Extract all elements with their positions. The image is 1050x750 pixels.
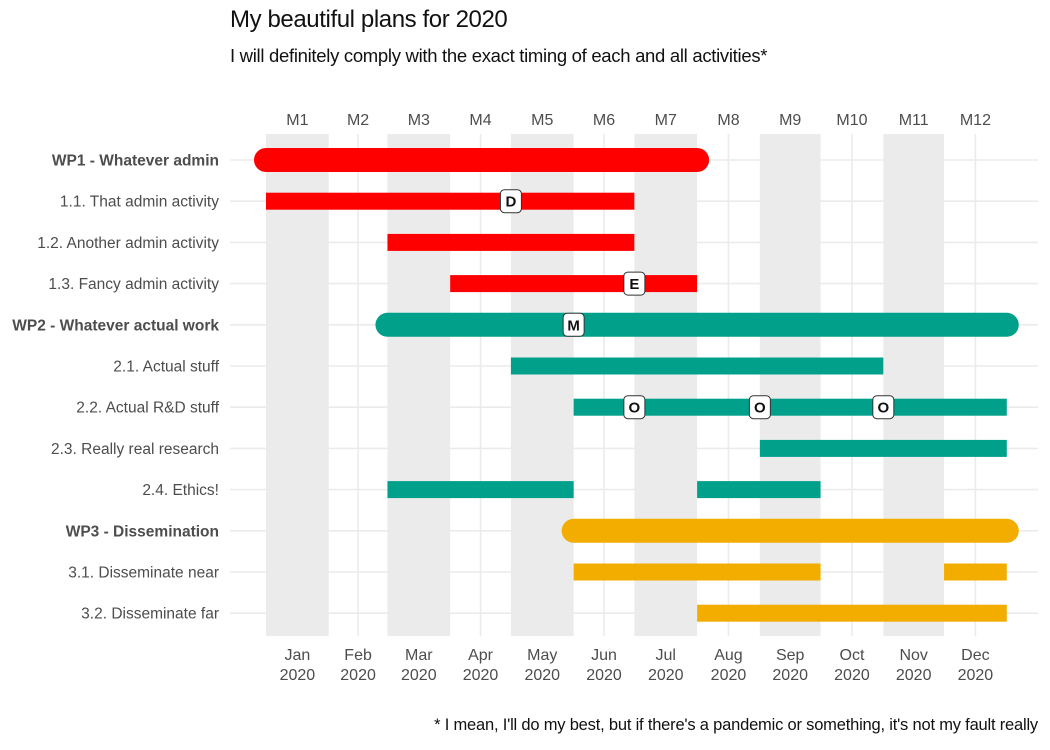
milestone-label: O xyxy=(754,400,766,417)
task-bars xyxy=(254,148,1019,622)
x-bottom-year-label: 2020 xyxy=(524,667,560,684)
milestone-marker: O xyxy=(623,395,646,420)
x-bottom-year-label: 2020 xyxy=(401,667,437,684)
x-bottom-month-label: Dec xyxy=(961,647,989,664)
wp-label: WP3 - Dissemination xyxy=(66,523,219,540)
x-bottom-month-label: May xyxy=(527,647,557,664)
milestone-label: D xyxy=(505,194,516,211)
x-axis-bottom: Jan 2020 Feb 2020 Mar 2020 Apr 2020 May 2020 Jun 20… xyxy=(280,647,994,684)
x-bottom-year-label: 2020 xyxy=(648,667,684,684)
milestone-label: O xyxy=(877,400,889,417)
task-bar xyxy=(697,604,1007,622)
task-label: 2.4. Ethics! xyxy=(142,482,219,499)
task-bar xyxy=(510,357,884,375)
milestone-label: M xyxy=(567,317,580,334)
x-top-tick-label: M4 xyxy=(469,112,491,129)
task-bar xyxy=(573,398,1007,416)
milestone-marker: O xyxy=(748,395,771,420)
milestone-marker: E xyxy=(623,271,646,296)
x-top-tick-label: M10 xyxy=(836,112,867,129)
x-top-tick-label: M6 xyxy=(593,112,615,129)
task-bar xyxy=(697,481,821,499)
x-top-tick-label: M1 xyxy=(286,112,308,129)
x-bottom-month-label: Jul xyxy=(656,647,676,664)
x-top-tick-label: M2 xyxy=(347,112,369,129)
x-bottom-month-label: Nov xyxy=(899,647,927,664)
milestone-label: E xyxy=(629,276,639,293)
task-bar xyxy=(759,439,1007,457)
task-label: 1.3. Fancy admin activity xyxy=(48,276,219,293)
milestones: D E M O O O xyxy=(499,189,895,420)
x-bottom-month-label: Apr xyxy=(468,647,494,664)
task-label: 3.1. Disseminate near xyxy=(68,565,219,582)
x-bottom-month-label: Sep xyxy=(776,647,805,664)
x-bottom-year-label: 2020 xyxy=(280,667,316,684)
x-bottom-year-label: 2020 xyxy=(340,667,376,684)
chart-subtitle: I will definitely comply with the exact … xyxy=(230,45,768,66)
wp-label: WP1 - Whatever admin xyxy=(52,153,219,170)
milestone-marker: D xyxy=(499,189,522,214)
x-bottom-year-label: 2020 xyxy=(711,667,747,684)
x-bottom-year-label: 2020 xyxy=(958,667,994,684)
x-top-tick-label: M11 xyxy=(899,112,929,129)
x-bottom-month-label: Mar xyxy=(405,647,433,664)
x-top-tick-label: M7 xyxy=(655,112,677,129)
chart-title: My beautiful plans for 2020 xyxy=(230,6,508,33)
task-bar xyxy=(450,275,698,293)
x-bottom-month-label: Feb xyxy=(344,647,372,664)
task-bar xyxy=(266,192,635,210)
task-bar xyxy=(573,563,821,581)
task-bar xyxy=(944,563,1007,581)
chart-caption: * I mean, I'll do my best, but if there'… xyxy=(434,716,1038,734)
task-label: 1.1. That admin activity xyxy=(60,194,219,211)
milestone-label: O xyxy=(629,400,641,417)
x-bottom-year-label: 2020 xyxy=(896,667,932,684)
task-label: 2.2. Actual R&D stuff xyxy=(76,400,219,417)
milestone-marker: O xyxy=(872,395,895,420)
task-label: 2.1. Actual stuff xyxy=(113,359,219,376)
x-bottom-year-label: 2020 xyxy=(586,667,622,684)
x-bottom-year-label: 2020 xyxy=(772,667,808,684)
x-top-tick-label: M5 xyxy=(531,112,553,129)
x-top-tick-label: M9 xyxy=(779,112,801,129)
x-bottom-month-label: Oct xyxy=(840,647,865,664)
x-bottom-year-label: 2020 xyxy=(834,667,870,684)
x-top-tick-label: M12 xyxy=(960,112,991,129)
task-bar xyxy=(387,481,574,499)
task-label: 2.3. Really real research xyxy=(51,441,219,458)
x-top-tick-label: M8 xyxy=(717,112,739,129)
x-bottom-month-label: Jun xyxy=(591,647,617,664)
task-label: 3.2. Disseminate far xyxy=(81,606,219,623)
milestone-marker: M xyxy=(562,312,585,337)
x-bottom-month-label: Aug xyxy=(714,647,742,664)
x-axis-top: M1 M2 M3 M4 M5 M6 M7 M8 M9 M10 M11 M12 xyxy=(286,112,991,129)
task-bar xyxy=(387,233,635,251)
wp-label: WP2 - Whatever actual work xyxy=(12,317,219,334)
task-label: 1.2. Another admin activity xyxy=(37,235,219,252)
task-labels: WP1 - Whatever admin 1.1. That admin acti… xyxy=(12,153,219,623)
x-bottom-month-label: Jan xyxy=(284,647,310,664)
x-bottom-year-label: 2020 xyxy=(463,667,499,684)
x-top-tick-label: M3 xyxy=(408,112,430,129)
